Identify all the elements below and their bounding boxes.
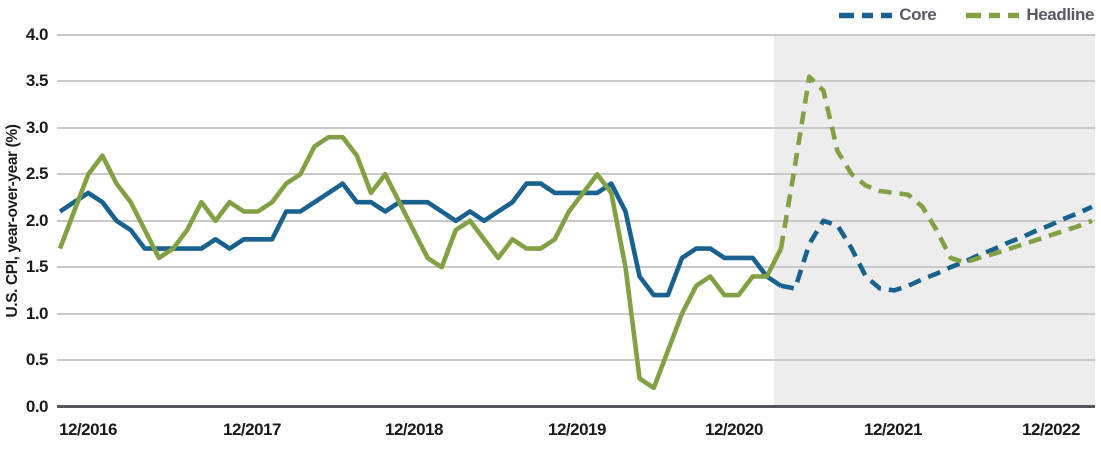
gridline-3.0 bbox=[57, 126, 1095, 129]
y-tick-label: 1.0 bbox=[25, 303, 49, 323]
gridline-1.5 bbox=[57, 266, 1095, 269]
headline-line-actual bbox=[57, 134, 784, 391]
x-axis-line bbox=[57, 405, 1095, 408]
gridline-3.5 bbox=[57, 80, 1095, 83]
y-tick-label: 1.5 bbox=[25, 257, 49, 277]
gridline-1.0 bbox=[57, 312, 1095, 315]
x-tick-label: 12/2021 bbox=[864, 420, 922, 439]
x-tick-label: 12/2018 bbox=[385, 420, 443, 439]
y-tick-label: 2.5 bbox=[25, 164, 49, 184]
core-dash-swatch-icon bbox=[839, 12, 893, 18]
gridline-2.0 bbox=[57, 219, 1095, 222]
gridline-2.5 bbox=[57, 173, 1095, 176]
x-tick-label: 12/2016 bbox=[59, 420, 117, 439]
core-line-actual bbox=[58, 181, 783, 298]
legend-label-core: Core bbox=[899, 5, 937, 24]
legend-label-headline: Headline bbox=[1026, 5, 1094, 24]
x-tick-label: 12/2017 bbox=[223, 420, 281, 439]
legend-item-headline: Headline bbox=[964, 5, 1094, 25]
legend: Core Headline bbox=[837, 3, 1094, 27]
y-tick-label: 0.5 bbox=[25, 350, 49, 370]
x-tick-label: 12/2022 bbox=[1022, 420, 1080, 439]
y-tick-label: 4.0 bbox=[25, 25, 49, 44]
y-tick-label: 3.5 bbox=[25, 71, 49, 91]
y-tick-label: 2.0 bbox=[25, 210, 49, 230]
core-line-forecast bbox=[780, 204, 1093, 293]
y-tick-label: 0.0 bbox=[25, 396, 49, 416]
legend-item-core: Core bbox=[837, 5, 937, 25]
x-tick-label: 12/2019 bbox=[548, 420, 606, 439]
gridline-4.0 bbox=[57, 34, 1095, 36]
gridline-0.5 bbox=[57, 359, 1095, 362]
y-tick-label: 3.0 bbox=[25, 117, 49, 137]
headline-line-forecast bbox=[778, 74, 1093, 265]
x-tick-label: 12/2020 bbox=[705, 420, 763, 439]
headline-dash-swatch-icon bbox=[966, 12, 1020, 18]
